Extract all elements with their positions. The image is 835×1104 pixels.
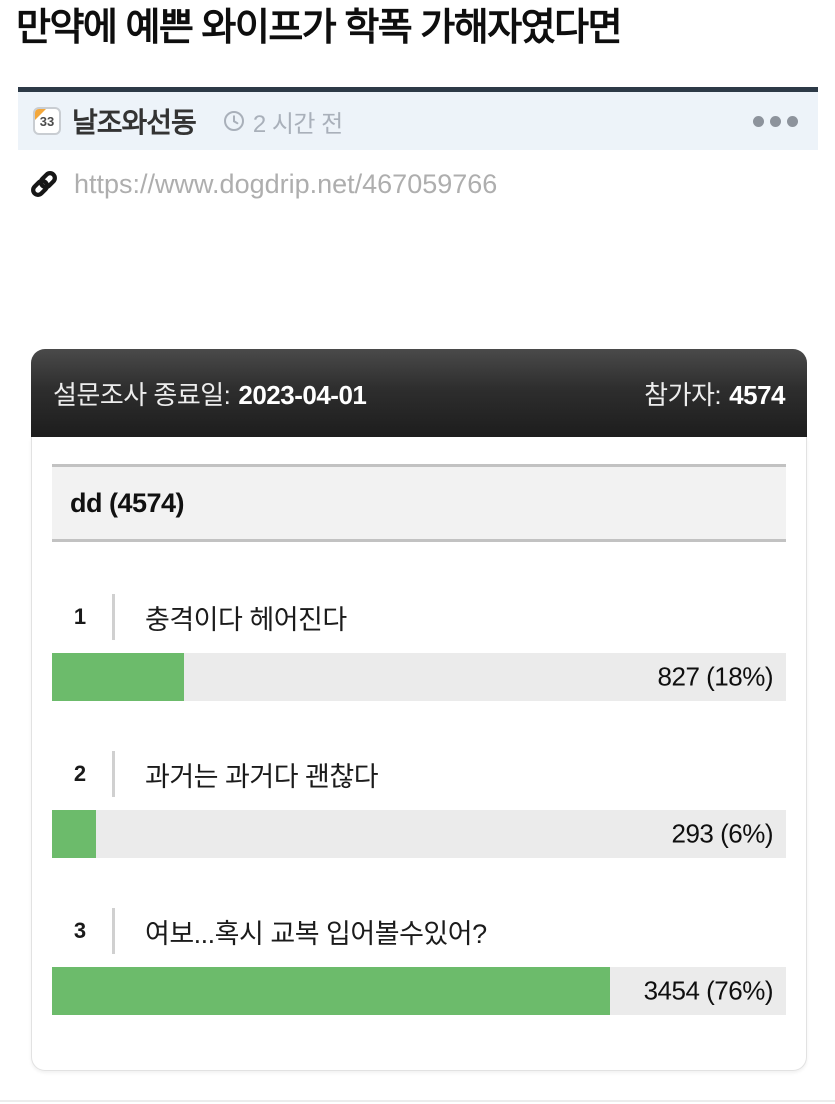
poll-option-rank: 3 — [73, 918, 87, 943]
poll-option-3: 3 여보...혹시 교복 입어볼수있어? 3454 (76%) — [52, 908, 786, 1015]
poll-result-value: 827 (18%) — [657, 661, 774, 692]
poll-result-fill — [52, 810, 97, 858]
poll-result-value: 3454 (76%) — [643, 975, 774, 1006]
poll-question: dd (4574) — [52, 464, 786, 542]
poll-result-fill — [52, 967, 610, 1015]
poll-result-bar: 827 (18%) — [52, 653, 786, 701]
poll-card: 설문조사 종료일: 2023-04-01 참가자: 4574 dd (4574) 1… — [31, 349, 807, 1071]
poll-body: dd (4574) 1 충격이다 헤어진다 827 (18%) 2 과거는 과거… — [31, 437, 807, 1071]
vertical-divider — [112, 908, 115, 954]
badge-corner-fold-icon — [35, 109, 46, 120]
post-url[interactable]: https://www.dogdrip.net/467059766 — [74, 168, 498, 199]
poll-option-label: 과거는 과거다 괜찮다 — [145, 761, 379, 792]
post-title: 만약에 예쁜 와이프가 학폭 가해자였다면 — [16, 7, 623, 49]
post-meta-bar: 33 날조와선동 2 시간 전 — [18, 87, 818, 150]
poll-option-head: 1 충격이다 헤어진다 — [52, 594, 786, 640]
poll-participants: 참가자: 4574 — [644, 375, 785, 412]
board-badge-icon: 33 — [33, 107, 61, 135]
poll-participants-value: 4574 — [729, 379, 785, 410]
poll-result-value: 293 (6%) — [671, 818, 774, 849]
vertical-divider — [112, 751, 115, 797]
poll-option-1: 1 충격이다 헤어진다 827 (18%) — [52, 594, 786, 701]
poll-option-head: 2 과거는 과거다 괜찮다 — [52, 751, 786, 797]
poll-option-label: 충격이다 헤어진다 — [145, 604, 347, 635]
poll-participants-label: 참가자: — [644, 379, 722, 410]
poll-option-head: 3 여보...혹시 교복 입어볼수있어? — [52, 908, 786, 954]
poll-option-label: 여보...혹시 교복 입어볼수있어? — [145, 918, 487, 949]
section-divider — [0, 1100, 835, 1102]
chain-link-icon — [27, 167, 61, 201]
clock-icon — [222, 109, 246, 133]
post-link-row[interactable]: https://www.dogdrip.net/467059766 — [27, 167, 497, 201]
poll-end-date-value: 2023-04-01 — [238, 379, 367, 410]
poll-result-bar: 3454 (76%) — [52, 967, 786, 1015]
poll-end-date-label: 설문조사 종료일: — [53, 379, 231, 410]
poll-option-rank: 2 — [73, 761, 87, 786]
board-name-link[interactable]: 날조와선동 — [72, 107, 197, 138]
poll-end-date: 설문조사 종료일: 2023-04-01 — [53, 375, 367, 412]
vertical-divider — [112, 594, 115, 640]
post-timestamp: 2 시간 전 — [252, 110, 343, 138]
poll-result-fill — [52, 653, 185, 701]
poll-option-rank: 1 — [73, 604, 87, 629]
more-options-icon[interactable] — [751, 110, 800, 133]
poll-header: 설문조사 종료일: 2023-04-01 참가자: 4574 — [31, 349, 807, 437]
poll-option-2: 2 과거는 과거다 괜찮다 293 (6%) — [52, 751, 786, 858]
poll-result-bar: 293 (6%) — [52, 810, 786, 858]
